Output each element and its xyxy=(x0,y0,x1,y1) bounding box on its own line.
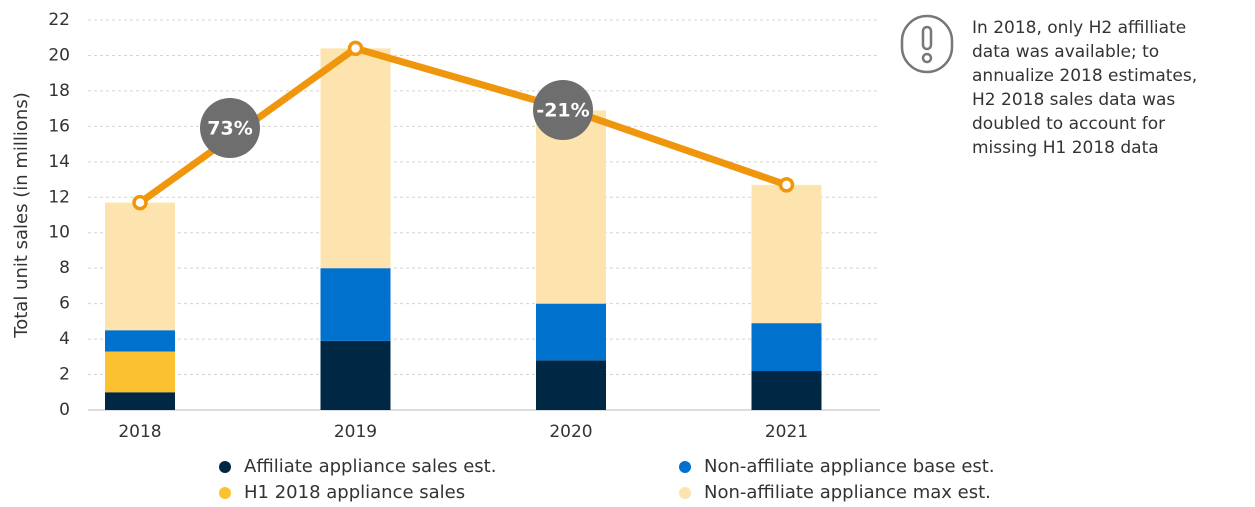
line-point xyxy=(347,40,364,57)
y-tick-label: 14 xyxy=(48,152,70,172)
note-line: In 2018, only H2 affilliate xyxy=(972,18,1186,38)
legend-marker xyxy=(679,487,691,499)
bar-segment xyxy=(536,110,606,304)
y-tick-label: 20 xyxy=(48,45,70,65)
bar-segment xyxy=(320,48,391,269)
bar-segment xyxy=(320,268,391,341)
annotation-label: -21% xyxy=(536,100,589,122)
note-line: missing H1 2018 data xyxy=(972,138,1159,158)
y-axis-title: Total unit sales (in millions) xyxy=(11,92,32,338)
note-line: annualize 2018 estimates, xyxy=(972,66,1197,86)
note-line: H2 2018 sales data was xyxy=(972,90,1175,110)
y-tick-label: 4 xyxy=(59,329,70,349)
bar-segment xyxy=(536,360,606,410)
y-tick-label: 22 xyxy=(48,10,70,30)
y-tick-label: 18 xyxy=(48,81,70,101)
legend-marker xyxy=(219,461,231,473)
annotation-badge xyxy=(200,98,260,158)
bar-segment xyxy=(751,184,822,324)
annotation-label: 73% xyxy=(207,118,252,140)
note-line: data was available; to xyxy=(972,42,1159,62)
legend-marker xyxy=(679,461,691,473)
bar-segment xyxy=(320,340,391,410)
bar-segment xyxy=(105,351,175,393)
x-tick-label: 2018 xyxy=(118,422,161,442)
legend-label: Non-affiliate appliance base est. xyxy=(704,456,995,477)
legend-label: Affiliate appliance sales est. xyxy=(244,456,496,477)
y-tick-label: 12 xyxy=(48,187,70,207)
bar-segment xyxy=(536,303,606,361)
bar-segment xyxy=(751,323,822,371)
legend-marker xyxy=(219,487,231,499)
x-tick-label: 2021 xyxy=(765,422,808,442)
bar-segment xyxy=(751,371,822,410)
bar-segment xyxy=(105,392,175,410)
y-tick-label: 8 xyxy=(59,258,70,278)
x-tick-label: 2020 xyxy=(549,422,592,442)
bar-segment xyxy=(105,202,175,331)
bar-segment xyxy=(105,330,175,352)
y-tick-label: 0 xyxy=(59,400,70,420)
line-point xyxy=(778,177,795,193)
y-tick-label: 16 xyxy=(48,116,70,136)
legend-label: Non-affiliate appliance max est. xyxy=(704,482,991,503)
line-point xyxy=(132,194,148,211)
y-tick-label: 6 xyxy=(59,294,70,314)
note-icon xyxy=(900,14,954,74)
y-tick-label: 10 xyxy=(48,223,70,243)
annotation-badge xyxy=(533,80,593,140)
legend-label: H1 2018 appliance sales xyxy=(244,482,465,503)
y-tick-label: 2 xyxy=(59,365,70,385)
note-line: doubled to account for xyxy=(972,114,1165,134)
x-tick-label: 2019 xyxy=(334,422,377,442)
